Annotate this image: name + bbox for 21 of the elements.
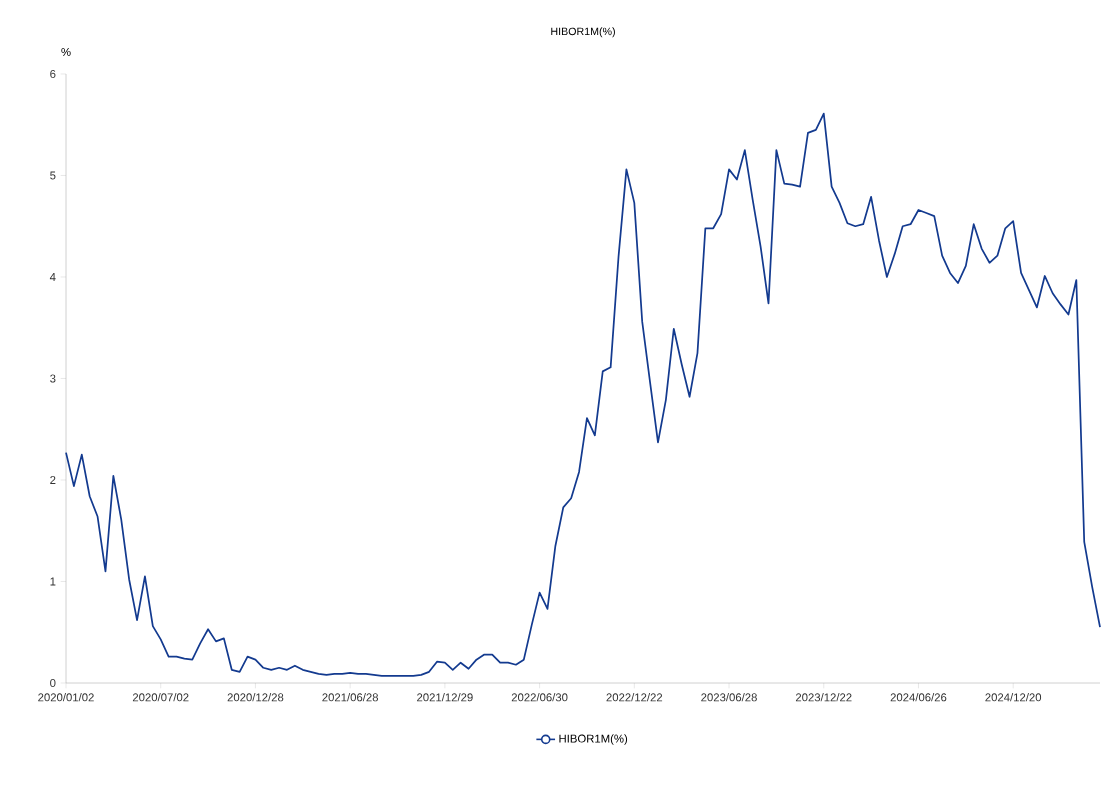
- y-tick-label: 3: [50, 374, 56, 383]
- x-tick-label: 2024/12/20: [985, 693, 1042, 702]
- y-tick-label: 6: [50, 69, 56, 78]
- y-axis-title: %: [61, 48, 71, 56]
- y-tick-label: 2: [50, 476, 56, 484]
- legend-label: HIBOR1M(%): [559, 734, 628, 745]
- x-tick-label: 2021/06/28: [322, 693, 379, 702]
- chart-title: HIBOR1M(%): [551, 27, 615, 38]
- y-tick-label: 1: [50, 577, 56, 586]
- y-tick-label: 5: [50, 171, 56, 180]
- x-tick-label: 2020/01/02: [38, 693, 94, 702]
- x-tick-label: 2022/12/22: [606, 693, 663, 702]
- x-tick-label: 2020/07/02: [132, 693, 189, 702]
- x-tick-label: 2023/12/22: [795, 693, 852, 702]
- x-tick-label: 2024/06/26: [890, 693, 947, 702]
- x-tick-label: 2022/06/30: [511, 693, 568, 702]
- x-tick-label: 2020/12/28: [227, 693, 284, 702]
- x-tick-label: 2023/06/28: [701, 693, 757, 702]
- y-tick-label: 4: [49, 273, 56, 281]
- x-tick-label: 2021/12/29: [417, 693, 473, 702]
- y-tick-label: 0: [50, 679, 56, 688]
